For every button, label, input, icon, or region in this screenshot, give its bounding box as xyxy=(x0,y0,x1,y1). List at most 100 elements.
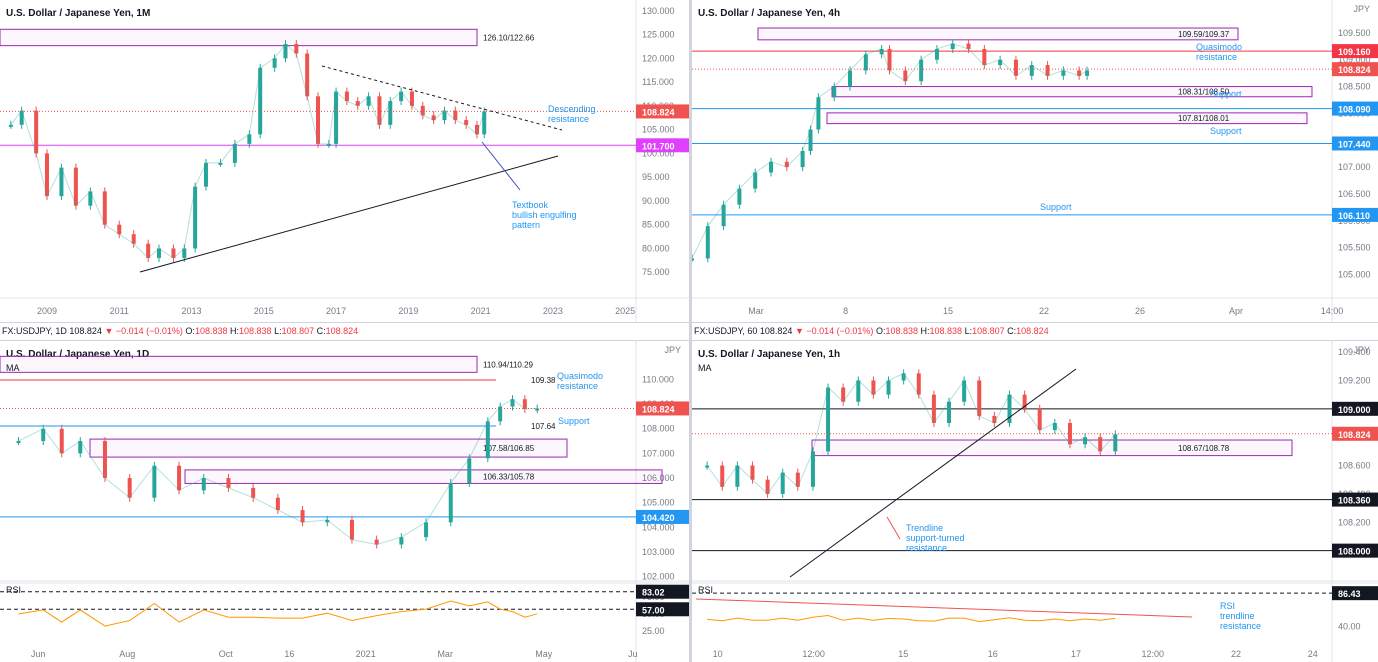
candle-body xyxy=(931,394,936,423)
candle-body xyxy=(966,43,971,49)
info-low: 108.807 xyxy=(972,326,1005,336)
x-tick-label: 15 xyxy=(898,649,908,659)
level-badge xyxy=(1332,492,1378,507)
indicator-name: RSI xyxy=(6,585,21,595)
y-tick-label: 90.000 xyxy=(642,196,670,206)
level-badge xyxy=(1332,207,1378,222)
y-tick-label: 109.500 xyxy=(1338,28,1371,38)
candle-body xyxy=(879,48,884,55)
chart-daily[interactable]: U.S. Dollar / Japanese Yen, 1D JPY 110.000… xyxy=(0,341,689,662)
chart-monthly[interactable]: U.S. Dollar / Japanese Yen, 1M 130.000 125… xyxy=(0,0,689,322)
x-tick-label: 2021 xyxy=(471,306,491,316)
level-badge xyxy=(636,509,689,524)
indicator-level-badge xyxy=(636,584,689,599)
candle-body xyxy=(203,162,208,187)
panel-monthly[interactable]: U.S. Dollar / Japanese Yen, 1M 130.000 125… xyxy=(0,0,689,322)
last-price-badge xyxy=(636,104,689,119)
candle-body xyxy=(848,70,853,87)
zone-label: 126.10/122.66 xyxy=(483,33,535,42)
chart-hourly[interactable]: U.S. Dollar / Japanese Yen, 1h JPY109.400… xyxy=(692,341,1378,662)
x-tick-label: 16 xyxy=(284,649,294,659)
x-tick-label: 2019 xyxy=(398,306,418,316)
candle-body xyxy=(59,428,64,454)
annotation-label: Quasimodo xyxy=(557,371,603,381)
candle-body xyxy=(272,58,277,68)
descending-trendline xyxy=(321,65,563,131)
x-tick-label: 22 xyxy=(1039,306,1049,316)
candle-body xyxy=(720,465,725,487)
chart-4h[interactable]: U.S. Dollar / Japanese Yen, 4h JPY 109.500… xyxy=(692,0,1378,322)
zone-rect xyxy=(0,28,478,47)
candle-body xyxy=(485,421,490,459)
reference-line-label: 109.38 xyxy=(531,376,556,385)
y-tick-label: 105.000 xyxy=(642,498,675,508)
last-price-label: 108.824 xyxy=(642,404,675,414)
candle-body xyxy=(73,167,78,206)
candle-body xyxy=(498,406,503,422)
ascending-trendline xyxy=(139,155,559,273)
candle-body xyxy=(424,522,429,538)
level-badge xyxy=(1332,401,1378,416)
x-tick-label: 12:00 xyxy=(802,649,825,659)
candle-body xyxy=(934,48,939,60)
x-tick-label: May xyxy=(535,649,553,659)
chart-title: U.S. Dollar / Japanese Yen, 1D xyxy=(6,349,149,360)
info-high-label: H: xyxy=(230,326,239,336)
candle-body xyxy=(366,96,371,106)
reference-line-label: 107.64 xyxy=(531,422,556,431)
y-tick-label: 107.000 xyxy=(642,448,675,458)
y-tick-label: 108.200 xyxy=(1338,517,1371,527)
chart-title: U.S. Dollar / Japanese Yen, 1h xyxy=(698,349,840,360)
candle-body xyxy=(692,258,694,261)
y-unit-label: JPY xyxy=(1353,345,1370,355)
candle-body xyxy=(750,465,755,480)
x-tick-label: 17 xyxy=(1071,649,1081,659)
indicator-level-badge xyxy=(1332,586,1378,601)
candle-body xyxy=(442,110,447,121)
candle-body xyxy=(510,399,515,407)
indicator-line xyxy=(707,614,1116,623)
candle-body xyxy=(886,380,891,395)
y-tick-label: 80.000 xyxy=(642,243,670,253)
candle-body xyxy=(232,143,237,163)
zone-rect xyxy=(757,27,1239,41)
last-price-badge xyxy=(1332,62,1378,77)
x-tick-label: 24 xyxy=(1308,649,1318,659)
candle-body xyxy=(1083,437,1088,445)
x-tick-label: 2025 xyxy=(615,306,635,316)
candle-body xyxy=(275,497,280,511)
info-open: 108.838 xyxy=(885,326,918,336)
candle-body xyxy=(832,86,837,98)
info-close: 108.824 xyxy=(1016,326,1049,336)
candle-body xyxy=(431,115,436,121)
candle-body xyxy=(177,465,182,491)
candle-body xyxy=(522,399,527,410)
info-price: 108.824 xyxy=(69,326,102,336)
level-badge-label: 106.110 xyxy=(1338,211,1370,221)
annotation-label: Trendline xyxy=(906,523,943,533)
panel-4h[interactable]: U.S. Dollar / Japanese Yen, 4h JPY 109.500… xyxy=(692,0,1378,322)
zone-label: 109.59/109.37 xyxy=(1178,30,1230,39)
panel-daily[interactable]: U.S. Dollar / Japanese Yen, 1D JPY 110.000… xyxy=(0,341,689,662)
info-open: 108.838 xyxy=(194,326,228,336)
candle-body xyxy=(127,478,132,498)
x-tick-label: 2015 xyxy=(254,306,274,316)
candle-body xyxy=(1113,434,1118,452)
info-change: ▼ −0.014 (−0.01%) xyxy=(794,326,874,336)
candle-body xyxy=(475,124,479,135)
y-tick-label: 110.000 xyxy=(642,374,674,384)
candle-body xyxy=(1007,394,1012,423)
annotation-label: resistance xyxy=(906,543,947,553)
info-high: 108.838 xyxy=(929,326,963,336)
candle-body xyxy=(1013,59,1018,76)
candle-body xyxy=(344,91,349,102)
chart-title: U.S. Dollar / Japanese Yen, 4h xyxy=(698,8,840,19)
zone-label: 107.58/106.85 xyxy=(483,444,535,453)
annotation-label: Support xyxy=(558,416,590,426)
candle-body xyxy=(950,43,955,49)
panel-hourly[interactable]: U.S. Dollar / Japanese Yen, 1h JPY 109.400… xyxy=(692,341,1378,662)
y-tick-label: 105.500 xyxy=(1338,243,1371,253)
candle-body xyxy=(146,243,151,258)
candle-body xyxy=(1077,70,1082,76)
rsi-trendline xyxy=(695,598,1193,618)
